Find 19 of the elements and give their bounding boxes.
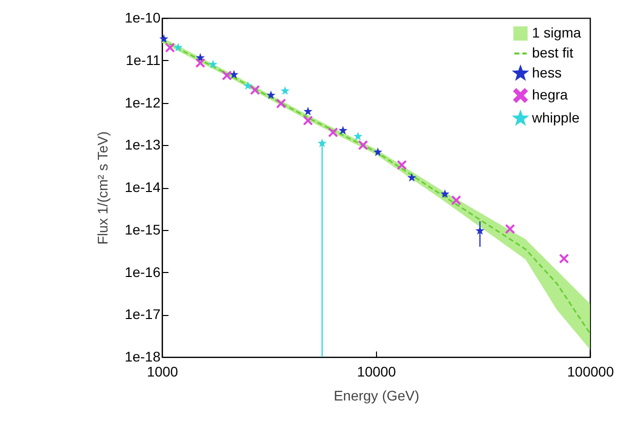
y-tick-label: 1e-17 [124,306,161,322]
x-tick-label: 1000 [146,364,178,380]
x-axis-title: Energy (GeV) [334,388,420,404]
y-axis-title: Flux 1/(cm² s TeV) [94,131,111,245]
legend-label: hegra [532,86,568,102]
y-tick-label: 1e-16 [124,264,161,280]
x-tick-label: 10000 [357,364,396,380]
y-tick-label: 1e-15 [124,221,161,238]
y-tick-label: 1e-12 [124,94,161,110]
legend-label: 1 sigma [532,24,582,40]
x-tick-label: 100000 [567,364,614,380]
legend-label: whipple [531,110,580,126]
y-tick-label: 1e-14 [124,179,161,195]
y-tick-label: 1e-13 [124,136,161,153]
legend-label: hess [532,64,562,80]
y-tick-label: 1e-11 [126,52,161,68]
legend-label: best fit [532,44,574,60]
y-tick-label: 1e-18 [124,348,161,364]
y-tick-label: 1e-10 [124,10,161,26]
